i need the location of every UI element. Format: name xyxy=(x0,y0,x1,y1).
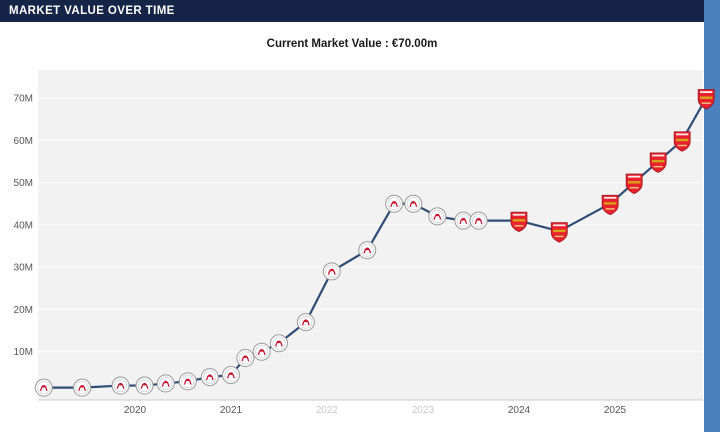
ajax-badge-icon xyxy=(236,349,255,368)
x-axis-tick-label: 2021 xyxy=(220,405,243,416)
y-axis-tick-label: 20M xyxy=(14,305,33,316)
ajax-badge-icon xyxy=(221,365,240,384)
x-axis-tick-label: 2024 xyxy=(508,405,531,416)
ajax-badge-icon xyxy=(135,376,154,395)
y-axis-tick-label: 60M xyxy=(14,136,33,147)
current-market-value-label: Current Market Value : €70.00m xyxy=(266,38,438,50)
ajax-badge-icon xyxy=(252,342,271,361)
ajax-badge-icon xyxy=(428,207,447,226)
y-axis-tick-label: 30M xyxy=(14,263,33,274)
x-axis-tick-label: 2025 xyxy=(604,405,627,416)
y-axis-tick-label: 50M xyxy=(14,178,33,189)
ajax-badge-icon xyxy=(454,211,473,230)
ajax-badge-icon xyxy=(178,372,197,391)
arsenal-badge-icon xyxy=(510,211,528,233)
x-axis-tick-label: 2022 xyxy=(316,405,339,416)
ajax-badge-icon xyxy=(34,378,53,397)
ajax-badge-icon xyxy=(385,194,404,213)
ajax-badge-icon xyxy=(111,376,130,395)
ajax-badge-icon xyxy=(322,262,341,281)
y-axis-tick-label: 10M xyxy=(14,347,33,358)
arsenal-badge-icon xyxy=(601,194,619,216)
x-axis-tick-label: 2023 xyxy=(412,405,435,416)
ajax-badge-icon xyxy=(73,378,92,397)
chart-canvas: 10M 20M 30M 40M 50M 60M 70M 2020 2021 2022 2023 202… xyxy=(14,70,715,416)
ajax-badge-icon xyxy=(200,368,219,387)
plot-area xyxy=(38,70,703,400)
y-axis-tick-label: 70M xyxy=(14,94,33,105)
page-title: MARKET VALUE OVER TIME xyxy=(9,5,175,17)
arsenal-badge-icon xyxy=(697,89,715,110)
arsenal-badge-icon xyxy=(649,152,667,173)
arsenal-badge-icon xyxy=(625,173,643,195)
ajax-badge-icon xyxy=(358,241,377,260)
ajax-badge-icon xyxy=(404,194,423,213)
ajax-badge-icon xyxy=(296,313,315,332)
arsenal-badge-icon xyxy=(550,222,568,243)
market-value-chart: 10M 20M 30M 40M 50M 60M 70M 2020 2021 2022 2023 202… xyxy=(0,22,720,432)
arsenal-badge-icon xyxy=(673,131,691,152)
y-axis-tick-label: 40M xyxy=(14,220,33,231)
x-axis-tick-label: 2020 xyxy=(124,405,147,416)
ajax-badge-icon xyxy=(469,211,488,230)
section-header: MARKET VALUE OVER TIME xyxy=(0,0,704,22)
ajax-badge-icon xyxy=(269,334,288,353)
ajax-badge-icon xyxy=(156,374,175,393)
